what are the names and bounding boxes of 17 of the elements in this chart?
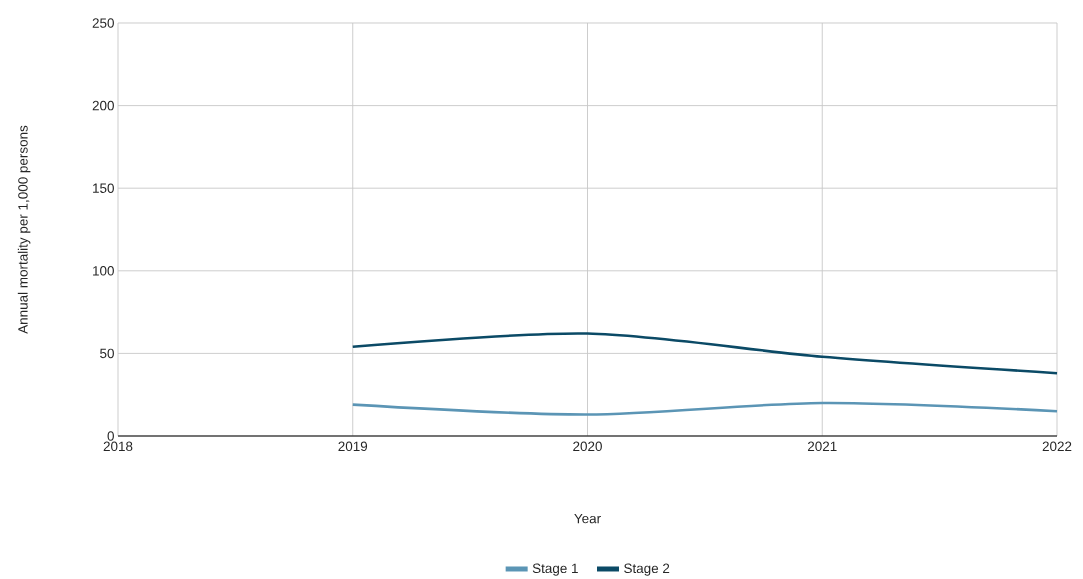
legend-label: Stage 2	[624, 563, 670, 576]
x-tick-label: 2022	[1042, 441, 1072, 452]
y-tick-label: 250	[92, 18, 114, 28]
line-series	[351, 332, 1059, 375]
x-axis-title: Year	[574, 513, 601, 524]
x-tick-label: 2018	[103, 441, 133, 452]
y-axis-title: Annual mortality per 1,000 persons	[17, 125, 31, 334]
y-tick-label: 150	[93, 183, 114, 193]
y-tick-label: 50	[100, 348, 114, 359]
x-tick-label: 2019	[338, 441, 368, 452]
line-series	[351, 401, 1059, 416]
x-tick-label: 2021	[807, 441, 837, 452]
legend-label: Stage 1	[532, 563, 578, 576]
y-tick-label: 200	[92, 100, 114, 111]
y-tick-label: 0	[107, 431, 114, 441]
x-tick-label: 2020	[573, 441, 602, 452]
y-tick-label: 100	[93, 266, 114, 276]
